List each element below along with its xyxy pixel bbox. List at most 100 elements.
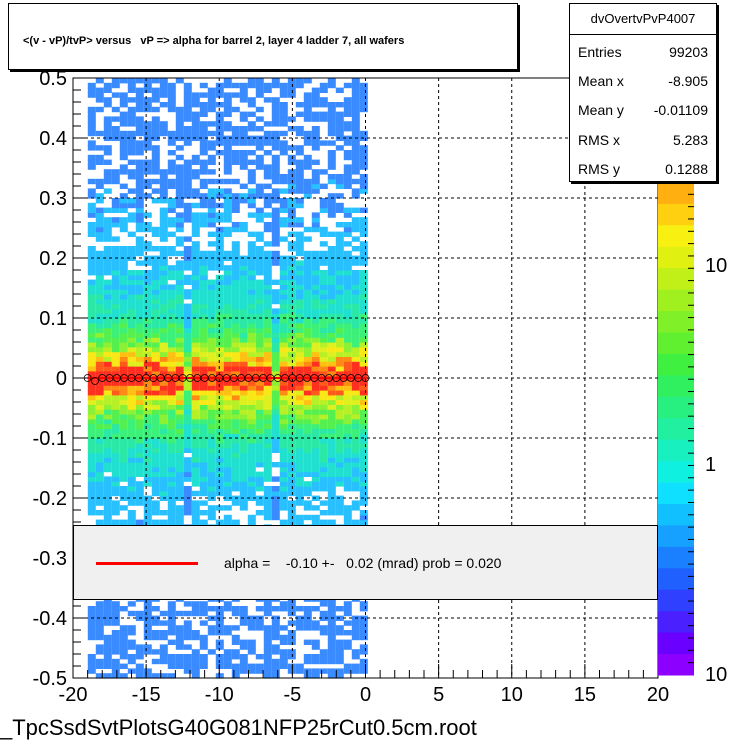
heat-cell xyxy=(311,447,320,453)
heat-cell xyxy=(295,452,304,458)
heat-cell xyxy=(175,298,184,305)
heat-cell xyxy=(199,351,208,357)
heat-cell xyxy=(111,351,120,357)
heat-cell xyxy=(199,289,208,295)
heat-cell xyxy=(223,514,232,521)
heat-cell xyxy=(351,361,360,367)
heat-cell xyxy=(335,366,344,372)
heat-cell xyxy=(87,634,96,641)
heat-cell xyxy=(239,322,248,329)
heat-cell xyxy=(143,327,152,333)
fit-legend: alpha = -0.10 +- 0.02 (mrad) prob = 0.02… xyxy=(73,525,658,600)
heat-cell xyxy=(359,313,368,319)
heat-cell xyxy=(215,476,224,482)
heat-cell xyxy=(319,500,328,506)
heat-cell xyxy=(215,644,224,650)
heat-cell xyxy=(239,639,248,645)
heat-cell xyxy=(295,476,304,482)
heat-cell xyxy=(151,428,160,434)
heat-cell xyxy=(127,78,136,84)
heat-cell xyxy=(175,452,184,458)
heat-cell xyxy=(271,615,280,621)
heat-cell xyxy=(191,246,200,252)
heat-cell xyxy=(303,390,312,396)
heat-cell xyxy=(199,519,208,525)
heat-cell xyxy=(111,505,120,511)
heat-cell xyxy=(351,476,360,482)
heat-cell xyxy=(231,610,240,617)
heat-cell xyxy=(151,510,160,516)
heat-cell xyxy=(191,630,200,636)
heat-cell xyxy=(119,380,128,386)
heat-cell xyxy=(103,639,112,645)
heat-cell xyxy=(311,294,320,300)
heat-cell xyxy=(135,198,144,204)
heat-cell xyxy=(231,471,240,477)
heat-cell xyxy=(255,231,264,237)
heat-cell xyxy=(191,270,200,276)
heat-cell xyxy=(119,294,128,300)
heat-cell xyxy=(183,246,192,252)
y-tick-label: -0.2 xyxy=(33,488,67,510)
heat-cell xyxy=(159,438,168,444)
heat-cell xyxy=(231,159,240,165)
heat-cell xyxy=(103,361,112,367)
heat-cell xyxy=(119,207,128,213)
heat-cell xyxy=(343,394,352,401)
heat-cell xyxy=(199,658,208,665)
heat-cell xyxy=(295,130,304,137)
heat-cell xyxy=(159,270,168,276)
heat-cell xyxy=(263,490,272,497)
heat-cell xyxy=(135,174,144,180)
heat-cell xyxy=(215,625,224,631)
heat-cell xyxy=(359,250,368,257)
heat-cell xyxy=(271,226,280,233)
heat-cell xyxy=(255,327,264,333)
heat-cell xyxy=(135,87,144,93)
heat-cell xyxy=(263,346,272,353)
color-scale-step xyxy=(658,525,694,547)
heat-cell xyxy=(255,284,264,290)
heat-cell xyxy=(271,346,280,353)
heat-cell xyxy=(215,308,224,314)
heat-cell xyxy=(239,342,248,348)
heat-cell xyxy=(127,490,136,497)
heat-cell xyxy=(287,145,296,151)
heat-cell xyxy=(271,236,280,242)
heat-cell xyxy=(247,135,256,141)
heat-cell xyxy=(311,366,320,372)
heat-cell xyxy=(287,457,296,463)
heat-cell xyxy=(199,404,208,410)
heat-cell xyxy=(223,111,232,117)
heat-cell xyxy=(143,409,152,415)
color-scale-step xyxy=(658,460,694,483)
heat-cell xyxy=(231,246,240,252)
color-scale-step xyxy=(658,353,694,376)
heat-cell xyxy=(263,639,272,645)
heat-cell xyxy=(223,198,232,204)
heat-cell xyxy=(215,265,224,271)
heat-cell xyxy=(231,409,240,415)
heat-cell xyxy=(87,471,96,477)
heat-cell xyxy=(263,418,272,425)
heat-cell xyxy=(223,322,232,329)
heat-cell xyxy=(351,654,360,660)
heat-cell xyxy=(287,241,296,247)
heat-cell xyxy=(319,313,328,319)
heat-cell xyxy=(247,639,256,645)
heat-cell xyxy=(127,303,136,309)
heat-cell xyxy=(311,399,320,405)
heat-cell xyxy=(191,250,200,257)
heat-cell xyxy=(167,390,176,396)
heat-cell xyxy=(343,332,352,338)
heat-cell xyxy=(135,270,144,276)
heat-cell xyxy=(191,658,200,665)
heat-cell xyxy=(135,442,144,449)
heat-cell xyxy=(151,274,160,281)
heat-cell xyxy=(247,481,256,487)
heat-cell xyxy=(175,385,184,391)
heat-cell xyxy=(135,486,144,492)
heat-cell xyxy=(295,519,304,525)
heat-cell xyxy=(143,183,152,189)
heat-cell xyxy=(95,519,104,525)
